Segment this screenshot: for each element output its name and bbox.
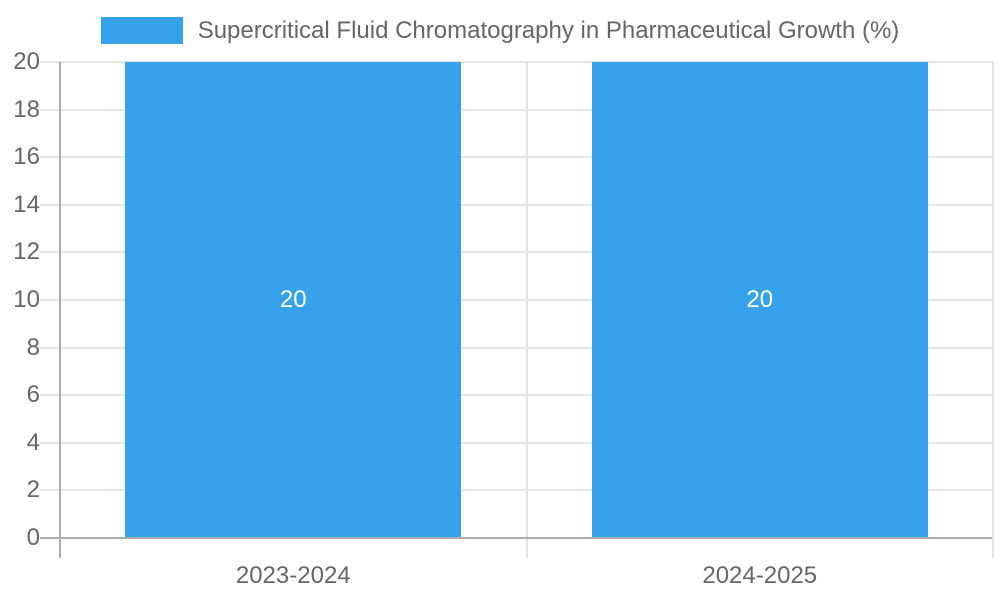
y-axis-tick-label: 6 (26, 381, 40, 409)
bar-2023-2024[interactable] (125, 62, 462, 538)
y-axis-tick-label: 2 (26, 476, 40, 504)
legend-label: Supercritical Fluid Chromatography in Ph… (197, 17, 900, 44)
y-axis-tick-label: 0 (26, 524, 40, 551)
chart-legend[interactable]: Supercritical Fluid Chromatography in Ph… (0, 17, 1000, 44)
plot-area: 20 20 (40, 61, 994, 558)
y-axis-tick (40, 346, 60, 349)
legend-swatch (100, 17, 183, 44)
x-axis-category-label: 2023-2024 (235, 562, 351, 589)
y-axis-tick (40, 203, 60, 206)
category-divider-line (525, 62, 528, 558)
bar-2024-2025[interactable] (591, 62, 928, 538)
y-axis-tick-label: 10 (13, 286, 40, 313)
y-axis-tick-label: 18 (13, 95, 40, 123)
y-axis-tick (40, 299, 60, 301)
x-axis-baseline (40, 537, 993, 539)
x-axis: 2023-2024 2024-2025 (0, 558, 1000, 594)
y-axis-tick (40, 441, 60, 444)
x-axis-category-label: 2024-2025 (702, 562, 818, 589)
y-axis-tick-label: 20 (13, 48, 40, 75)
y-axis-tick (40, 394, 60, 397)
bar-value-label: 20 (279, 286, 307, 313)
y-axis-tick-label: 8 (26, 333, 40, 361)
plot-right-border (992, 62, 994, 558)
y-axis-tick (40, 108, 60, 111)
y-axis-tick (40, 251, 60, 254)
y-axis-tick (40, 61, 60, 63)
y-axis: 0 2 4 6 8 10 12 14 16 18 20 (0, 0, 40, 600)
y-axis-tick-label: 16 (13, 143, 40, 171)
y-axis-line (59, 62, 61, 558)
y-axis-tick (40, 489, 60, 492)
y-axis-tick-label: 12 (13, 238, 40, 266)
y-axis-tick-label: 14 (13, 190, 40, 218)
bar-value-label: 20 (746, 286, 774, 313)
y-axis-tick (40, 156, 60, 159)
y-axis-tick-label: 4 (26, 428, 40, 456)
